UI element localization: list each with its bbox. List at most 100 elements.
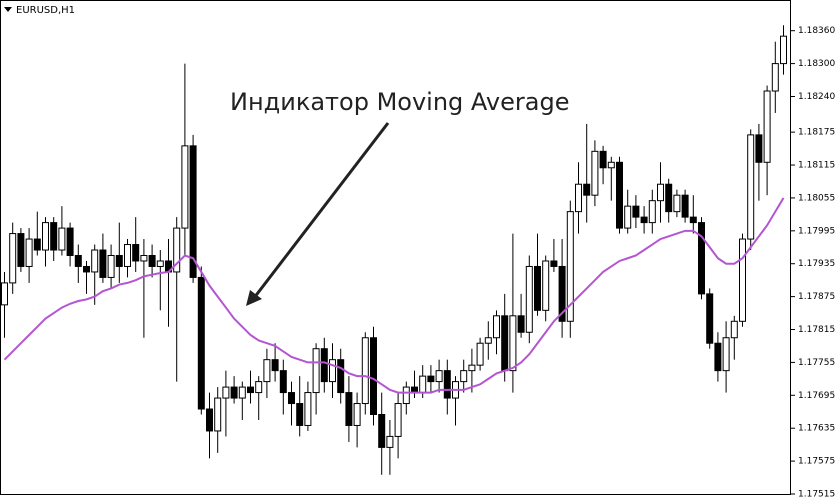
annotation-arrow bbox=[252, 122, 390, 299]
candle-body bbox=[25, 238, 33, 267]
candle-body bbox=[509, 315, 517, 372]
candle-body bbox=[583, 183, 591, 196]
candle-body bbox=[730, 320, 738, 339]
candle-body bbox=[722, 337, 730, 372]
candle-body bbox=[337, 359, 345, 394]
candle-body bbox=[657, 183, 664, 202]
candle-body bbox=[83, 265, 90, 273]
candle-body bbox=[107, 254, 115, 278]
candle-body bbox=[673, 194, 681, 213]
candle-body bbox=[681, 194, 689, 218]
candle-body bbox=[435, 370, 443, 383]
candle-body bbox=[214, 397, 222, 432]
candle-body bbox=[460, 370, 468, 383]
candle-body bbox=[386, 435, 394, 448]
candle-body bbox=[616, 161, 623, 229]
candle-body bbox=[361, 337, 369, 405]
y-tick-label: 1.17935 bbox=[798, 259, 835, 269]
candle-body bbox=[255, 381, 263, 394]
chart-title: EURUSD,H1 bbox=[16, 5, 75, 16]
candle-body bbox=[312, 348, 320, 394]
candle-body bbox=[271, 359, 279, 372]
candle-body bbox=[1, 282, 8, 306]
y-tick-label: 1.18175 bbox=[798, 128, 835, 138]
candle-body bbox=[517, 315, 525, 333]
candle-body bbox=[542, 260, 550, 311]
y-tick-label: 1.17515 bbox=[798, 490, 835, 500]
candle-body bbox=[173, 227, 181, 273]
candle-body bbox=[329, 359, 336, 383]
candle-body bbox=[370, 337, 377, 415]
candle-body bbox=[247, 386, 254, 394]
candle-body bbox=[140, 254, 148, 262]
candle-body bbox=[607, 161, 615, 169]
candle-body bbox=[698, 222, 705, 295]
arrow-head bbox=[246, 290, 262, 306]
candle-body bbox=[296, 403, 304, 426]
candle-body bbox=[640, 216, 648, 224]
candle-body bbox=[304, 392, 312, 426]
candle-body bbox=[74, 254, 82, 267]
y-tick-label: 1.18300 bbox=[798, 59, 835, 69]
candle-body bbox=[156, 260, 164, 267]
candle-body bbox=[17, 233, 25, 267]
candle-body bbox=[132, 244, 140, 262]
candle-body bbox=[378, 413, 386, 448]
candle-body bbox=[689, 216, 697, 224]
symbol-menu-icon[interactable] bbox=[4, 7, 12, 12]
candle-body bbox=[238, 386, 246, 399]
candle-body bbox=[58, 227, 66, 251]
candle-body bbox=[394, 403, 402, 437]
moving-average-line bbox=[3, 197, 785, 394]
y-tick-label: 1.17875 bbox=[798, 292, 835, 302]
candle-body bbox=[427, 375, 435, 383]
candle-body bbox=[9, 233, 17, 284]
candle-body bbox=[345, 392, 353, 426]
candle-body bbox=[206, 408, 213, 432]
candle-body bbox=[484, 337, 492, 344]
candle-body bbox=[476, 342, 484, 366]
candle-body bbox=[739, 238, 746, 322]
candle-body bbox=[468, 364, 476, 372]
y-tick-label: 1.18115 bbox=[798, 161, 835, 171]
candle-body bbox=[148, 254, 156, 267]
candle-body bbox=[525, 265, 533, 333]
candle-body bbox=[591, 150, 599, 196]
candle-body bbox=[714, 342, 722, 372]
candle-body bbox=[648, 200, 656, 224]
y-tick-label: 1.17755 bbox=[798, 358, 835, 368]
candle-body bbox=[222, 386, 230, 399]
candle-body bbox=[747, 134, 755, 240]
candle-body bbox=[624, 205, 632, 229]
candle-body bbox=[320, 348, 328, 383]
y-tick-label: 1.17995 bbox=[798, 226, 835, 236]
candle-body bbox=[263, 359, 271, 383]
y-tick-label: 1.17635 bbox=[798, 424, 835, 434]
candle-body bbox=[755, 134, 763, 163]
candle-body bbox=[402, 386, 410, 405]
candle-body bbox=[50, 222, 58, 251]
y-tick-label: 1.18360 bbox=[798, 26, 835, 36]
candle-body bbox=[550, 260, 558, 267]
y-tick-label: 1.18055 bbox=[798, 193, 835, 203]
candle-body bbox=[91, 249, 99, 273]
y-tick-label: 1.17815 bbox=[798, 325, 835, 335]
y-tick-label: 1.18240 bbox=[798, 92, 835, 102]
candle-body bbox=[419, 375, 427, 394]
candle-body bbox=[33, 238, 41, 251]
candle-body bbox=[632, 205, 640, 218]
candle-body bbox=[124, 244, 131, 267]
candle-body bbox=[66, 227, 74, 256]
candle-body bbox=[115, 254, 123, 267]
candle-body bbox=[771, 63, 779, 92]
candle-body bbox=[197, 276, 205, 410]
annotation: Индикатор Moving Average bbox=[230, 88, 569, 116]
candle-body bbox=[706, 293, 714, 344]
candle-body bbox=[763, 90, 771, 163]
y-tick-label: 1.17575 bbox=[798, 457, 835, 467]
y-tick-label: 1.17695 bbox=[798, 391, 835, 401]
candle-body bbox=[534, 265, 541, 311]
candle-body bbox=[443, 370, 451, 399]
candle-body bbox=[501, 315, 509, 372]
